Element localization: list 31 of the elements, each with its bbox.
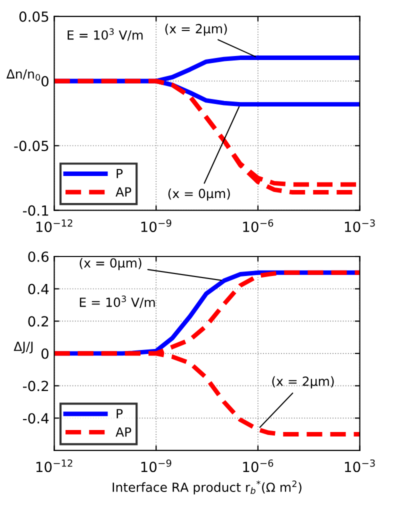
x-tick-label: 10$^{−9}$ (141, 219, 172, 232)
annotation: (x = 2μm) (272, 376, 334, 388)
y-tick-label: 0.6 (28, 251, 49, 262)
legend-label: P (116, 169, 123, 178)
y-tick-label: -0.4 (22, 413, 49, 424)
y-tick-label: 0.4 (28, 284, 49, 294)
annotation: (x = 2μm) (165, 24, 227, 36)
x-tick-label: 10$^{−3}$ (344, 459, 375, 472)
x-axis-title: Interface RA product r$_{b}$$^{*}$(Ω m$^{2}$) (112, 480, 302, 494)
y-axis-title: ΔJ/J (14, 342, 33, 354)
annotation: E = 10$^{3}$ V/m (68, 28, 143, 41)
x-tick-label: 10$^{−12}$ (36, 459, 72, 472)
x-tick-label: 10$^{−3}$ (344, 219, 375, 232)
y-axis-title: Δn/n$_{0}$ (6, 69, 40, 81)
annotation: E = 10$^{3}$ V/m (80, 296, 155, 308)
x-tick-label: 10$^{−6}$ (243, 219, 274, 232)
legend-label: P (116, 409, 123, 418)
y-tick-label: -0.2 (22, 380, 48, 392)
y-tick-label: -0.1 (22, 205, 48, 216)
x-tick-label: 10$^{−9}$ (141, 459, 172, 472)
x-tick-label: 10$^{−12}$ (36, 219, 72, 232)
legend-label: AP (116, 187, 132, 196)
y-tick-label: 0 (41, 348, 48, 359)
annotation: (x = 0μm) (168, 188, 230, 201)
y-tick-label: 0.2 (28, 316, 48, 327)
y-tick-label: 0.05 (19, 11, 48, 22)
x-tick-label: 10$^{−6}$ (243, 459, 274, 472)
annotation: (x = 0μm) (80, 258, 142, 270)
y-tick-label: 0 (41, 76, 48, 87)
legend-label: AP (116, 427, 132, 437)
y-tick-label: -0.05 (14, 140, 48, 152)
